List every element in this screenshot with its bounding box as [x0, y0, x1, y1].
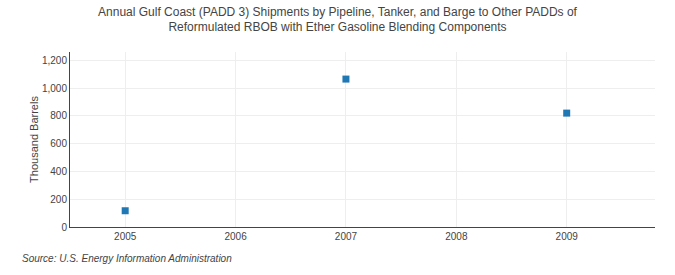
svg-text:2009: 2009	[556, 231, 579, 242]
svg-text:Annual Gulf Coast (PADD 3) Shi: Annual Gulf Coast (PADD 3) Shipments by …	[98, 5, 578, 35]
svg-text:2005: 2005	[114, 231, 137, 242]
svg-text:2007: 2007	[335, 231, 358, 242]
svg-text:Thousand Barrels: Thousand Barrels	[28, 96, 40, 183]
svg-text:1,000: 1,000	[42, 83, 67, 94]
svg-text:600: 600	[50, 138, 67, 149]
svg-text:2008: 2008	[445, 231, 468, 242]
svg-text:Source: U.S. Energy Informatio: Source: U.S. Energy Information Administ…	[22, 253, 232, 264]
svg-text:200: 200	[50, 194, 67, 205]
svg-text:1,200: 1,200	[42, 55, 67, 66]
svg-text:2006: 2006	[224, 231, 247, 242]
svg-text:800: 800	[50, 110, 67, 121]
svg-text:0: 0	[61, 222, 67, 233]
svg-text:400: 400	[50, 166, 67, 177]
